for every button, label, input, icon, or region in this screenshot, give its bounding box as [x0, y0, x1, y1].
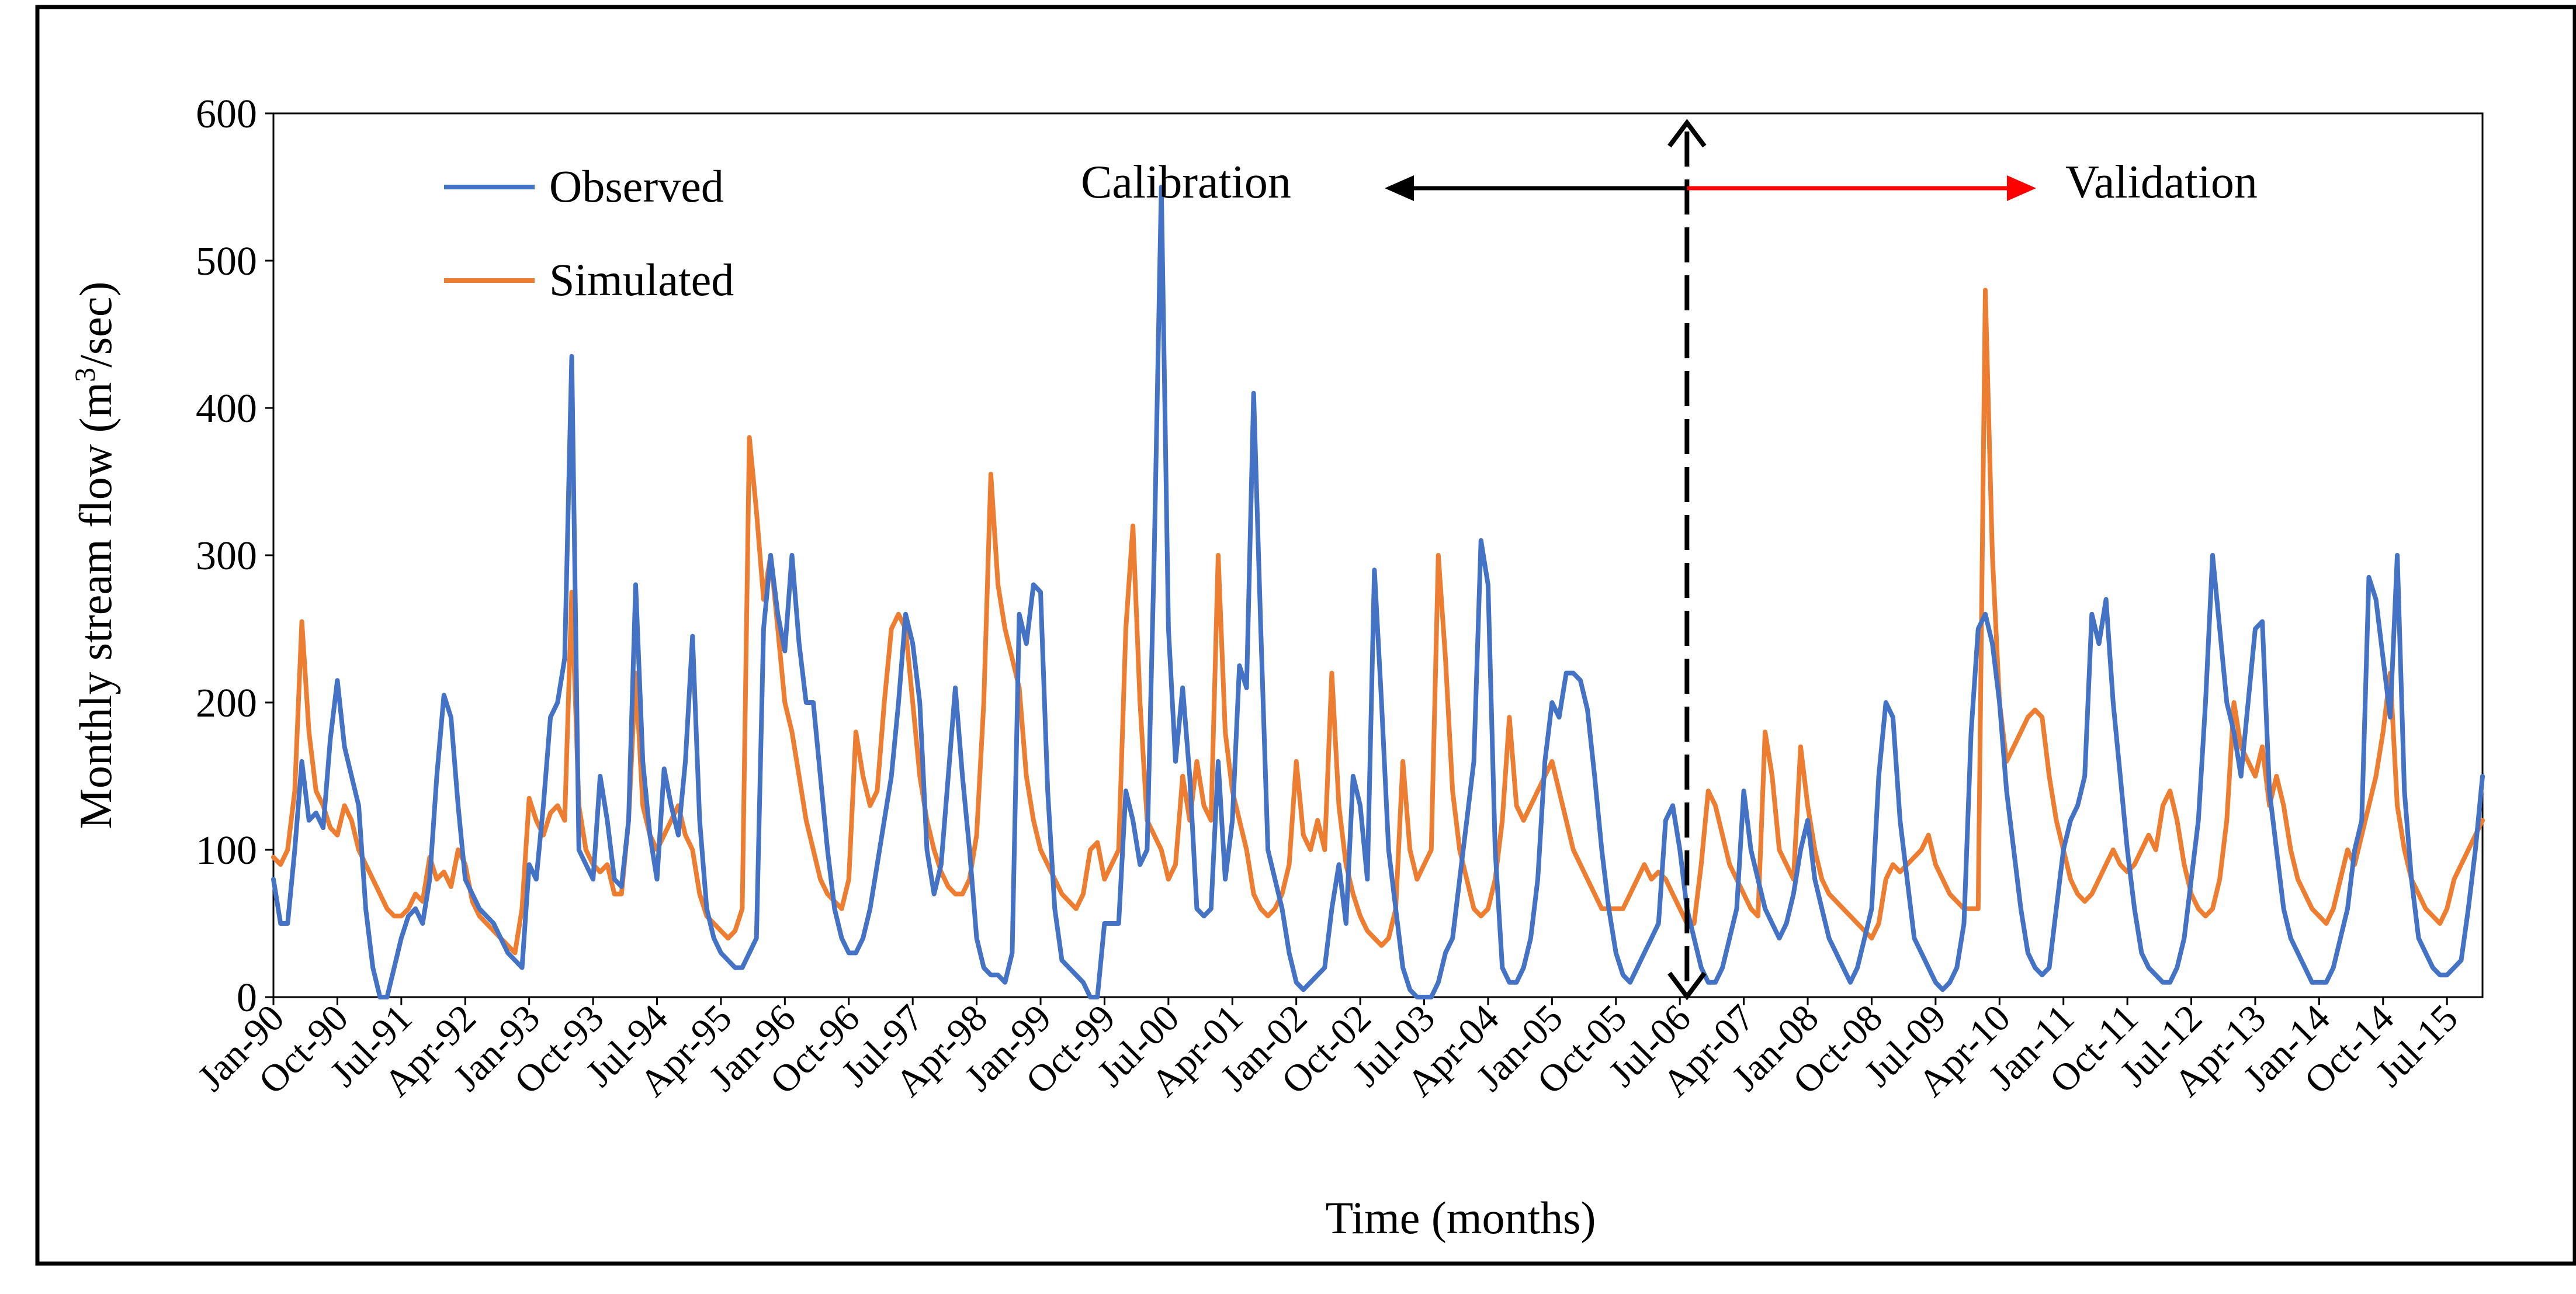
validation-arrow-head — [2007, 175, 2036, 201]
split-arrow-top-head — [1667, 119, 1707, 148]
y-axis-title: Monthly stream flow (m3/sec) — [68, 282, 121, 829]
y-tick-label: 300 — [196, 534, 257, 579]
calibration-label: Calibration — [1081, 157, 1291, 208]
legend: Observed Simulated — [444, 161, 734, 305]
simulated-series-line — [271, 288, 2485, 956]
y-tick-label: 200 — [196, 681, 257, 726]
validation-label: Validation — [2065, 157, 2258, 208]
y-axis-title-superscript: 3 — [68, 368, 101, 382]
y-tick-label: 600 — [196, 92, 257, 137]
y-axis-title-tail: /sec) — [70, 282, 121, 368]
observed-series-line — [271, 185, 2485, 999]
legend-simulated-label: Simulated — [549, 254, 734, 305]
legend-observed-label: Observed — [549, 161, 724, 212]
y-tick-label: 100 — [196, 828, 257, 873]
x-axis-title: Time (months) — [1325, 1192, 1596, 1243]
split-arrow-bottom-head — [1667, 971, 1707, 1001]
y-tick-label: 400 — [196, 386, 257, 431]
y-axis-ticks: 0 100 200 300 400 500 600 — [196, 92, 273, 1020]
y-tick-label: 500 — [196, 239, 257, 284]
outer-border — [35, 5, 2576, 1266]
y-axis-title-main: Monthly stream flow (m — [70, 382, 121, 829]
y-tick-label: 0 — [237, 975, 257, 1020]
calibration-arrow-head — [1385, 175, 1414, 201]
